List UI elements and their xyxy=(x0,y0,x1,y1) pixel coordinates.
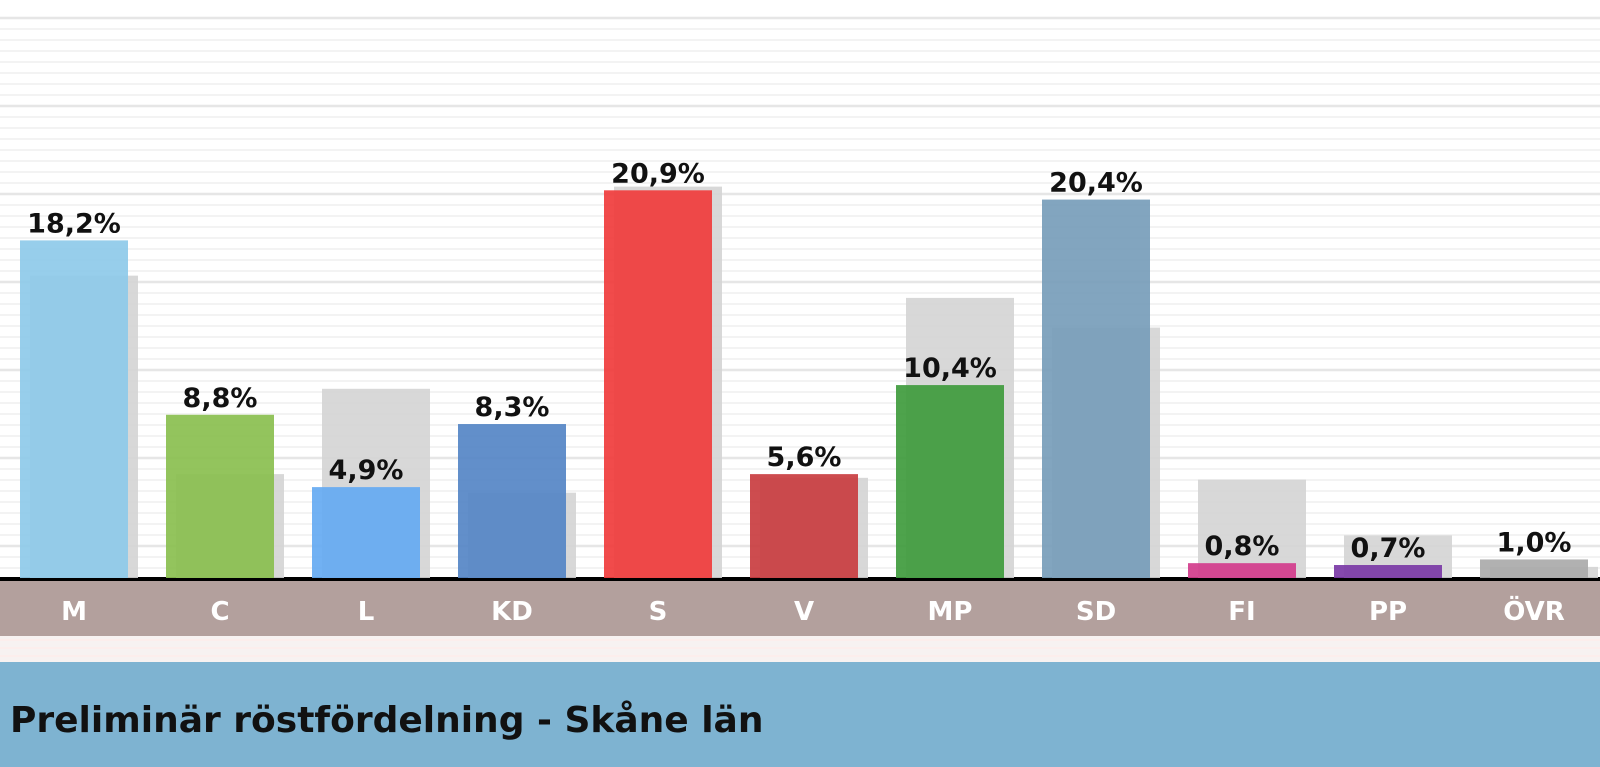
bar-s xyxy=(604,190,712,578)
category-label-övr: ÖVR xyxy=(1503,594,1565,627)
category-label-s: S xyxy=(649,597,668,627)
value-label-l: 4,9% xyxy=(329,455,404,486)
value-label-övr: 1,0% xyxy=(1497,527,1572,558)
bar-mp xyxy=(896,385,1004,578)
chart-title: Preliminär röstfördelning - Skåne län xyxy=(10,700,764,741)
bar-l xyxy=(312,487,420,578)
category-label-pp: PP xyxy=(1369,597,1407,627)
value-label-kd: 8,3% xyxy=(475,392,550,423)
value-label-c: 8,8% xyxy=(183,383,258,414)
value-label-m: 18,2% xyxy=(27,208,121,239)
category-label-sd: SD xyxy=(1076,597,1116,627)
category-label-c: C xyxy=(210,597,229,627)
category-axis-band xyxy=(0,578,1600,636)
bar-sd xyxy=(1042,199,1150,578)
category-label-mp: MP xyxy=(928,597,973,627)
category-label-l: L xyxy=(358,597,375,627)
value-label-pp: 0,7% xyxy=(1351,533,1426,564)
bar-c xyxy=(166,414,274,578)
category-label-m: M xyxy=(61,597,87,627)
value-label-fi: 0,8% xyxy=(1205,531,1280,562)
comparison-bar-fi xyxy=(1198,479,1306,578)
category-label-v: V xyxy=(794,597,814,627)
value-label-mp: 10,4% xyxy=(903,353,997,384)
bar-v xyxy=(750,474,858,578)
value-label-s: 20,9% xyxy=(611,158,705,189)
value-label-sd: 20,4% xyxy=(1049,168,1143,199)
bar-övr xyxy=(1480,559,1588,578)
title-footer: Preliminär röstfördelning - Skåne län xyxy=(0,662,1600,767)
value-label-v: 5,6% xyxy=(767,442,842,473)
bar-m xyxy=(20,240,128,578)
bar-kd xyxy=(458,424,566,578)
bar-pp xyxy=(1334,565,1442,578)
category-label-fi: FI xyxy=(1228,597,1255,627)
category-label-kd: KD xyxy=(491,597,533,627)
bar-fi xyxy=(1188,563,1296,578)
